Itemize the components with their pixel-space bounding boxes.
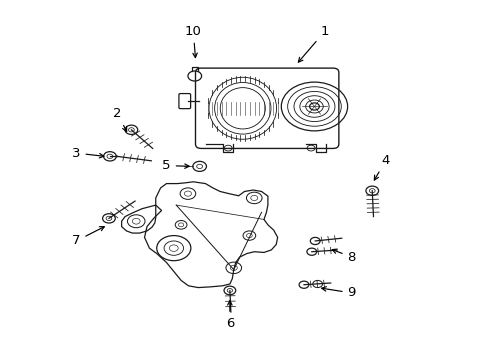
- Text: 1: 1: [298, 25, 328, 62]
- Text: 4: 4: [373, 154, 389, 180]
- Text: 5: 5: [162, 159, 189, 172]
- Text: 10: 10: [184, 25, 202, 58]
- Text: 9: 9: [321, 287, 355, 300]
- Text: 3: 3: [72, 147, 103, 159]
- Text: 8: 8: [331, 249, 355, 264]
- Text: 6: 6: [225, 301, 234, 330]
- Text: 2: 2: [113, 107, 126, 131]
- Text: 7: 7: [72, 227, 104, 247]
